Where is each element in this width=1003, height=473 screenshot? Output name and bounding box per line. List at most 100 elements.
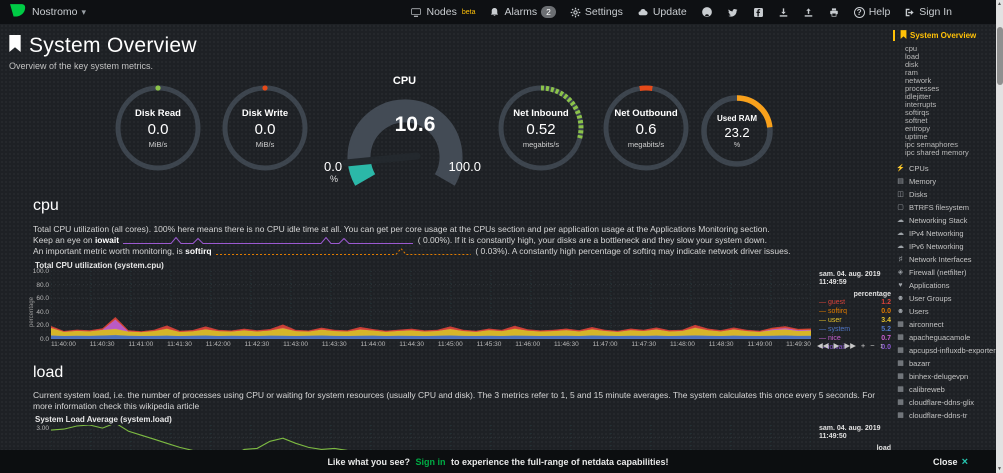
sidebar-app-item[interactable]: ▦ apacheguacamole: [897, 333, 971, 342]
sidebar-section-item[interactable]: ☻ Users: [896, 307, 929, 316]
gear-icon: [570, 7, 581, 18]
sidebar-app-item[interactable]: ▦ cloudflare-ddns-glix: [897, 398, 975, 407]
netdata-logo-icon[interactable]: [9, 3, 26, 21]
sidebar-subitem[interactable]: network: [905, 76, 932, 85]
sidebar-app-item[interactable]: ▦ airconnect: [897, 320, 944, 329]
x-tick-label: 11:48:30: [708, 341, 734, 348]
sidebar-section-item[interactable]: ▢ BTRFS filesystem: [897, 203, 970, 212]
zoom-in-button[interactable]: +: [860, 341, 866, 350]
close-banner-button[interactable]: Close ×: [933, 455, 968, 468]
sidebar-subitem[interactable]: load: [905, 52, 920, 61]
sidebar-app-item[interactable]: ▦ bazarr: [897, 359, 931, 368]
main-content: System Overview Overview of the key syst…: [0, 24, 893, 473]
sidebar-app-item[interactable]: ▦ binhex-delugevpn: [897, 372, 969, 381]
sidebar-section-item[interactable]: ▤ Memory: [897, 177, 937, 186]
sidebar-item-system-overview[interactable]: System Overview: [893, 30, 996, 41]
sidebar-subitem[interactable]: uptime: [905, 132, 928, 141]
x-tick-label: 11:42:00: [205, 341, 231, 348]
legend-series-row[interactable]: iowait 0.0: [819, 343, 893, 352]
scrollbar-thumb[interactable]: [996, 27, 1003, 85]
section-icon: ◫: [897, 191, 904, 198]
grid-icon: ▦: [897, 321, 904, 328]
x-tick-label: 11:46:00: [515, 341, 541, 348]
host-selector[interactable]: Nostromo ▾: [32, 6, 86, 18]
legend-series-row[interactable]: nice 0.7: [819, 334, 893, 343]
sidebar-subitem[interactable]: cpu: [905, 44, 918, 53]
import-button[interactable]: [778, 7, 789, 18]
x-tick-label: 11:45:00: [437, 341, 463, 348]
page-scrollbar[interactable]: ▲ ▼: [996, 0, 1003, 473]
y-tick-label: 0.0: [39, 335, 49, 343]
legend-time: 11:49:59: [819, 279, 847, 286]
sidebar-subitem[interactable]: ram: [905, 68, 918, 77]
signin-link[interactable]: Sign in: [415, 456, 446, 467]
sidebar-app-item[interactable]: ▦ cloudflare-ddns-tr: [897, 411, 968, 420]
gauges-row: Disk Read 0.0 MiB/s Disk Write 0.0 Mi: [0, 75, 893, 186]
alarms-button[interactable]: Alarms 2: [489, 6, 556, 18]
net-inbound-gauge[interactable]: Net Inbound 0.52 megabits/s: [496, 83, 586, 173]
facebook-button[interactable]: [753, 7, 764, 18]
disk-read-gauge[interactable]: Disk Read 0.0 MiB/s: [113, 83, 203, 173]
sidebar-subitem[interactable]: softirqs: [905, 108, 930, 117]
sidebar-section-item[interactable]: ♥ Applications: [893, 279, 996, 292]
signin-button[interactable]: Sign In: [904, 6, 952, 18]
twitter-button[interactable]: [727, 7, 739, 18]
used-ram-gauge[interactable]: Used RAM 23.2 %: [699, 93, 775, 169]
sidebar-app-item[interactable]: ▦ apcupsd-influxdb-exporter: [897, 346, 996, 355]
export-button[interactable]: [803, 7, 814, 18]
sidebar-subitem[interactable]: softnet: [905, 116, 928, 125]
sidebar-subitem[interactable]: idlejitter: [905, 92, 931, 101]
pan-left-button[interactable]: ◀◀: [817, 341, 829, 350]
sidebar-section-item[interactable]: ☁ Networking Stack: [897, 216, 968, 225]
play-button[interactable]: ▶: [833, 341, 840, 350]
sidebar-subitem[interactable]: entropy: [905, 124, 931, 133]
settings-button[interactable]: Settings: [570, 6, 623, 18]
sidebar-section-item[interactable]: ☻ User Groups: [896, 294, 952, 303]
github-icon: [701, 6, 713, 18]
x-tick-label: 11:41:00: [128, 341, 154, 348]
gauge-chart: [342, 99, 462, 186]
legend-date: sam. 04. aug. 2019: [819, 425, 881, 432]
resize-handle[interactable]: ↕: [879, 341, 884, 350]
iowait-sparkline[interactable]: [123, 236, 414, 245]
sidebar-section-item[interactable]: ◫ Disks: [897, 190, 928, 199]
sidebar-section-item[interactable]: ☁ IPv6 Networking: [897, 242, 964, 251]
sidebar-subitem[interactable]: disk: [905, 60, 919, 69]
legend-series-row[interactable]: system 5.2: [819, 325, 893, 334]
close-icon: ×: [961, 455, 968, 468]
github-button[interactable]: [701, 6, 713, 18]
scroll-down-arrow[interactable]: ▼: [997, 466, 1002, 472]
cpu-softirq-line: An important metric worth monitoring, is…: [33, 246, 791, 256]
sidebar-subitem[interactable]: ipc semaphores: [905, 140, 958, 149]
disk-write-gauge[interactable]: Disk Write 0.0 MiB/s: [220, 83, 310, 173]
sidebar-subitem[interactable]: ipc shared memory: [905, 148, 969, 157]
signin-banner: Like what you see? Sign in to experience…: [0, 450, 996, 473]
sidebar-section-item[interactable]: ⚡ CPUs: [896, 164, 929, 173]
sidebar-section-item[interactable]: ☁ IPv4 Networking: [897, 229, 964, 238]
help-button[interactable]: ? Help: [853, 6, 890, 18]
scroll-up-arrow[interactable]: ▲: [997, 1, 1002, 7]
net-outbound-gauge[interactable]: Net Outbound 0.6 megabits/s: [601, 83, 691, 173]
legend-series-row[interactable]: user 3.4: [819, 316, 893, 325]
cpu-gauge[interactable]: CPU 10.6 0.0 % 100.0: [322, 75, 487, 192]
sidebar-section-item[interactable]: ♯ Network Interfaces: [893, 253, 996, 266]
help-icon: ?: [853, 6, 865, 18]
sidebar-section-item[interactable]: ◈ Firewall (netfilter): [897, 268, 967, 277]
legend-series-row[interactable]: guest 1.2: [819, 298, 893, 307]
legend-series-row[interactable]: softirq 0.0: [819, 307, 893, 316]
bookmark-icon: [8, 35, 22, 57]
nodes-button[interactable]: Nodes beta: [410, 6, 475, 18]
zoom-out-button[interactable]: −: [870, 341, 875, 350]
load-chart-title: System Load Average (system.load): [35, 415, 172, 424]
pan-right-button[interactable]: ▶▶: [844, 341, 856, 350]
print-icon: [828, 7, 840, 18]
sidebar-app-item[interactable]: ▦ calibreweb: [897, 385, 945, 394]
print-button[interactable]: [828, 7, 840, 18]
facebook-icon: [753, 7, 764, 18]
update-button[interactable]: Update: [637, 6, 687, 18]
cpu-description: Total CPU utilization (all cores). 100% …: [33, 224, 770, 234]
cpu-chart-plot[interactable]: [50, 270, 812, 340]
sidebar-subitem[interactable]: processes: [905, 84, 940, 93]
sidebar-subitem[interactable]: interrupts: [905, 100, 937, 109]
softirq-sparkline[interactable]: [215, 247, 471, 256]
